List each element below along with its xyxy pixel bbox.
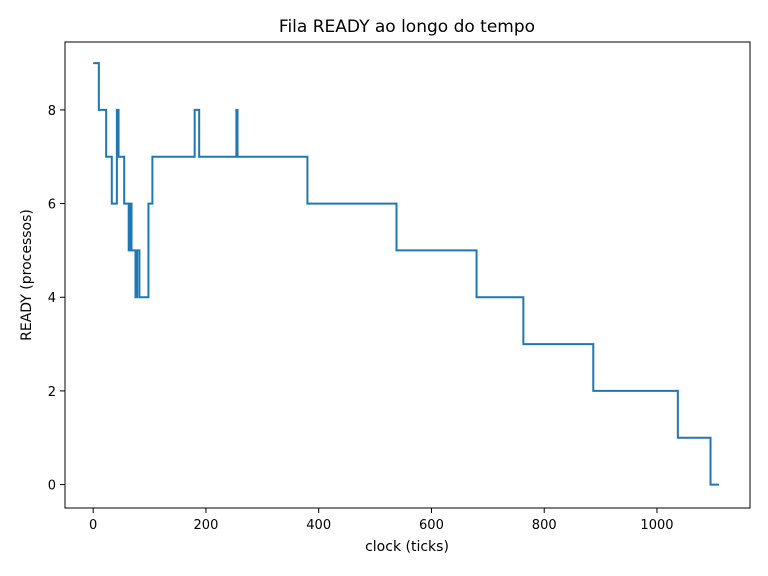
chart-title: Fila READY ao longo do tempo [279, 17, 535, 37]
y-tick-label: 2 [48, 385, 56, 400]
x-axis-label: clock (ticks) [365, 539, 449, 555]
plot-frame [64, 41, 751, 509]
series-layer [93, 62, 719, 486]
x-tick-label: 1000 [640, 518, 673, 533]
y-axis: 0 2 4 6 8 [48, 104, 65, 494]
series-line-0 [93, 62, 719, 486]
y-tick-label: 6 [48, 198, 56, 213]
x-axis: 0 200 400 600 800 1000 [89, 508, 674, 533]
x-tick-label: 0 [89, 518, 97, 533]
x-tick-label: 800 [532, 518, 557, 533]
x-tick-label: 600 [419, 518, 444, 533]
y-tick-label: 0 [48, 479, 56, 494]
x-tick-label: 400 [306, 518, 331, 533]
y-tick-label: 8 [48, 104, 56, 119]
x-tick-label: 200 [194, 518, 219, 533]
y-axis-label: READY (processos) [19, 209, 35, 341]
y-tick-label: 4 [48, 291, 56, 306]
